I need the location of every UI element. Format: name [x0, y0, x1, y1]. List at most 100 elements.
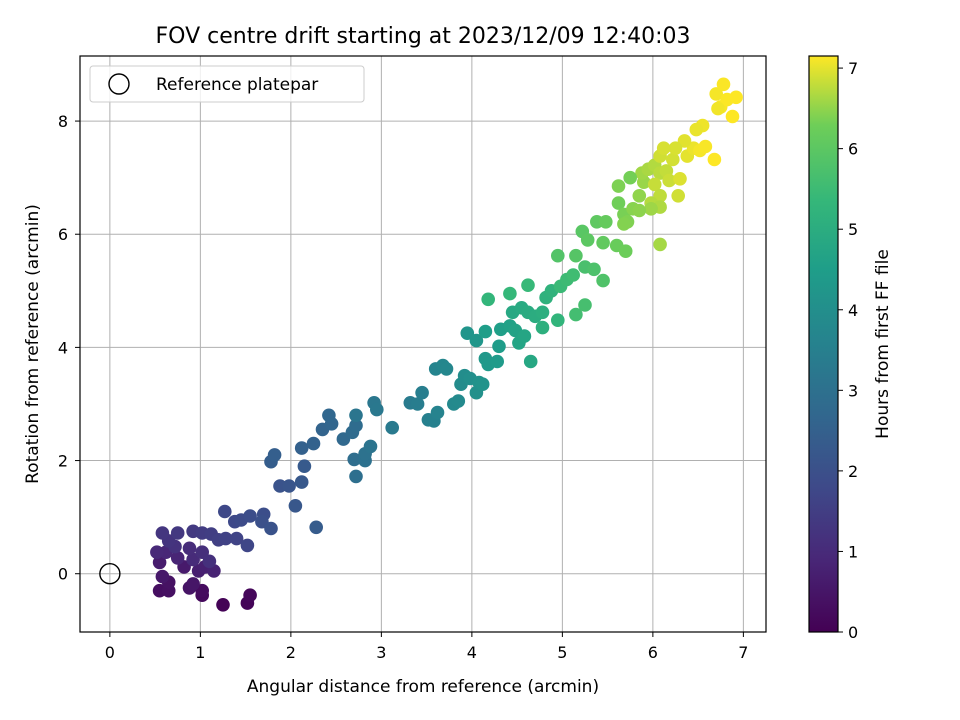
y-tick-label: 6 [58, 225, 68, 244]
data-point [322, 408, 336, 423]
data-point [566, 268, 580, 282]
data-point [644, 202, 658, 216]
data-point [599, 215, 613, 229]
data-point [347, 452, 362, 467]
data-point [218, 531, 233, 546]
data-point [349, 418, 363, 433]
x-tick-label: 3 [376, 643, 386, 662]
colorbar: 0 1 2 3 4 5 6 7 Hours from first FF file [808, 55, 893, 642]
colorbar-tick-label: 3 [848, 381, 858, 400]
data-point [415, 385, 429, 400]
data-point [617, 217, 631, 231]
data-point [671, 189, 685, 203]
data-point [264, 521, 278, 536]
data-point [653, 237, 667, 252]
data-points [150, 77, 743, 612]
data-point [297, 459, 312, 474]
chart-title: FOV centre drift starting at 2023/12/09 … [156, 24, 691, 49]
colorbar-label: Hours from first FF file [873, 249, 893, 439]
reference-layer [99, 563, 121, 585]
data-point [662, 173, 676, 188]
data-point [551, 313, 565, 328]
data-point [349, 408, 363, 423]
data-point [623, 170, 637, 185]
data-point [596, 273, 610, 288]
data-point [229, 531, 244, 546]
plot-frame [79, 55, 767, 633]
data-point [363, 439, 378, 454]
data-point [481, 292, 496, 307]
x-tick-label: 1 [195, 643, 205, 662]
data-point [709, 87, 723, 101]
data-point [282, 479, 296, 493]
data-point [170, 526, 185, 540]
data-point [202, 554, 217, 569]
data-point [370, 402, 384, 417]
data-point [186, 552, 200, 567]
data-point [478, 324, 493, 339]
data-point [611, 196, 626, 210]
data-point [475, 377, 490, 392]
data-point [349, 469, 363, 484]
data-point [523, 354, 538, 369]
reference-platepar-marker [99, 563, 121, 585]
legend-marker-reference [108, 73, 130, 95]
data-point [587, 262, 601, 277]
data-point [170, 551, 185, 565]
data-point [551, 248, 565, 263]
data-point [578, 298, 592, 312]
data-point [689, 122, 704, 137]
y-tick-label: 8 [58, 112, 68, 131]
data-point [309, 520, 324, 535]
data-point [152, 555, 167, 570]
colorbar-tick-label: 7 [848, 59, 858, 78]
data-point [707, 152, 722, 167]
data-point [569, 248, 583, 263]
data-point [653, 189, 667, 203]
data-point [517, 329, 532, 343]
data-point [632, 203, 647, 218]
data-point [535, 320, 550, 335]
data-point [596, 235, 610, 250]
x-tick-label: 4 [467, 643, 477, 662]
data-point [294, 475, 309, 489]
data-point [186, 577, 200, 591]
data-point [725, 109, 740, 124]
data-point [439, 362, 454, 376]
y-axis-label: Rotation from reference (arcmin) [23, 204, 43, 484]
data-point [632, 189, 647, 203]
data-point [503, 286, 517, 301]
data-point [535, 305, 550, 320]
data-point [618, 244, 633, 258]
colorbar-ticks: 0 1 2 3 4 5 6 7 [838, 59, 858, 642]
data-point [647, 177, 662, 192]
data-point [267, 448, 282, 462]
data-point [716, 77, 731, 92]
data-point [677, 134, 692, 148]
legend-label-reference: Reference platepar [156, 75, 318, 95]
colorbar-tick-label: 6 [848, 140, 858, 159]
data-point [451, 394, 466, 408]
y-tick-label: 4 [58, 338, 68, 357]
data-point [521, 278, 535, 293]
data-point [240, 538, 255, 553]
data-point [656, 141, 671, 155]
data-point [385, 420, 400, 435]
data-point [492, 339, 506, 354]
colorbar-gradient [808, 55, 839, 633]
data-point [430, 405, 445, 420]
data-point [216, 598, 230, 612]
legend: Reference platepar [89, 65, 365, 103]
data-point [711, 101, 725, 116]
data-point [182, 541, 197, 556]
data-point [460, 326, 475, 341]
axis-ticks: 0 1 2 3 4 5 6 7 0 2 4 6 8 [58, 112, 749, 662]
data-point [155, 526, 170, 540]
data-point [490, 354, 505, 369]
x-axis-label: Angular distance from reference (arcmin) [247, 677, 599, 697]
y-tick-label: 0 [58, 565, 68, 584]
colorbar-tick-label: 2 [848, 462, 858, 481]
x-tick-label: 5 [557, 643, 567, 662]
data-point [306, 436, 321, 451]
